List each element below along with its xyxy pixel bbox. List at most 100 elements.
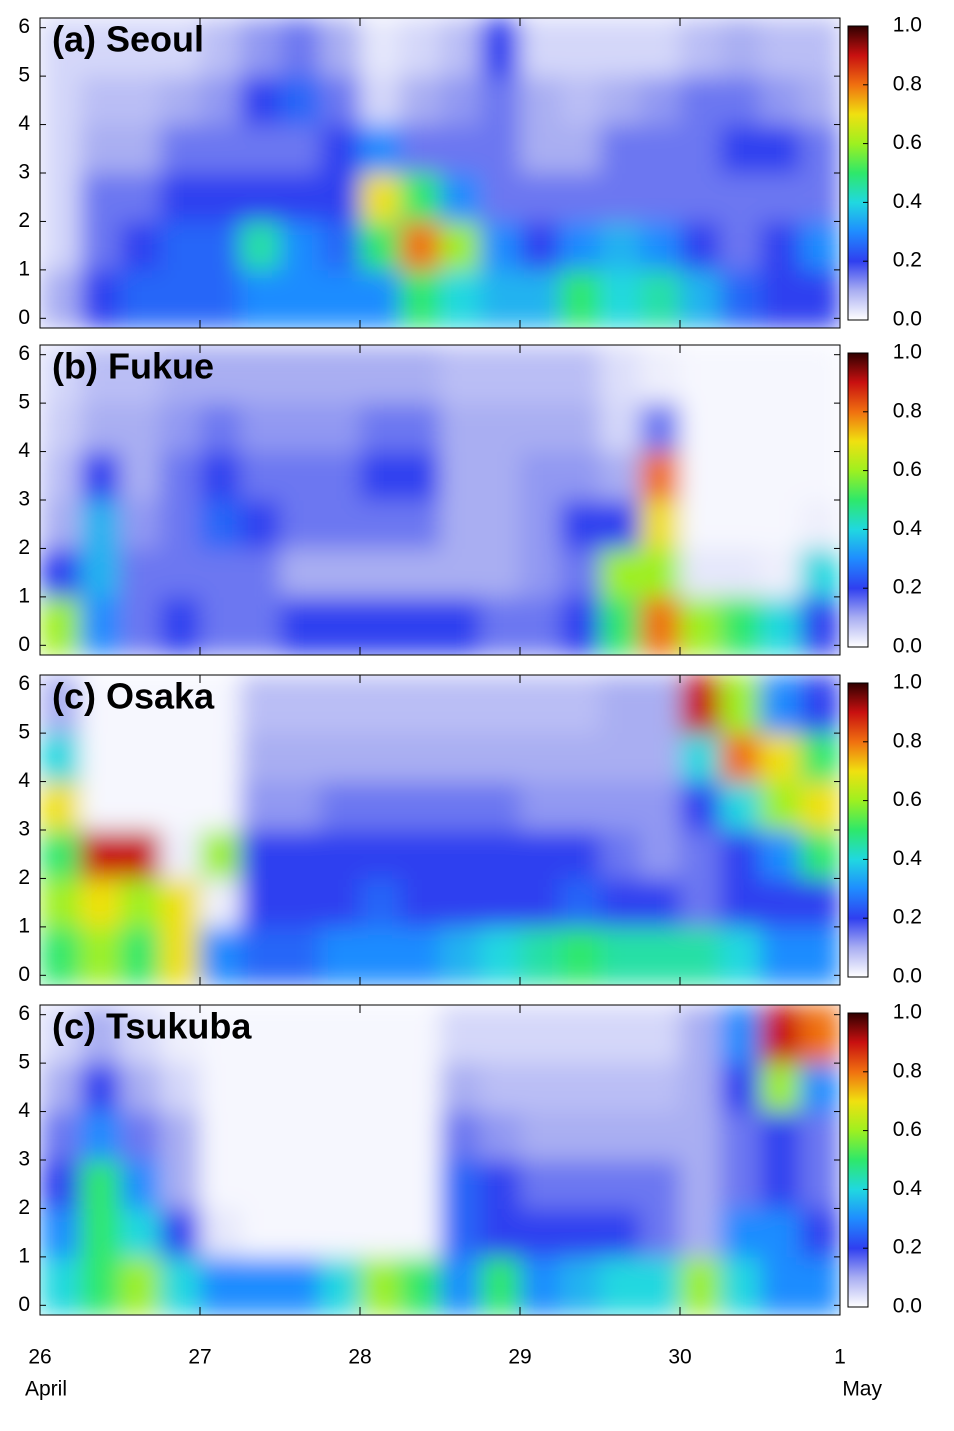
- cell: [760, 1208, 801, 1258]
- cell: [360, 1063, 401, 1113]
- colorbar-tick-label: 0.4: [893, 190, 923, 213]
- cell: [400, 345, 441, 404]
- cell: [200, 221, 241, 271]
- cell: [40, 76, 81, 126]
- cell: [800, 124, 840, 174]
- cell: [200, 451, 241, 501]
- cell: [360, 18, 401, 77]
- cell: [600, 124, 641, 174]
- cell: [40, 781, 81, 831]
- cell: [560, 926, 601, 985]
- cell: [320, 1111, 361, 1161]
- cell: [160, 830, 201, 879]
- cell: [640, 124, 681, 174]
- cell: [720, 1208, 761, 1258]
- heatmap-cells: [40, 1005, 840, 1315]
- cell: [360, 221, 401, 271]
- cell: [560, 1160, 601, 1209]
- cell: [800, 451, 840, 501]
- cell: [600, 18, 641, 77]
- cell: [600, 269, 641, 328]
- y-tick-label: 3: [18, 818, 30, 841]
- cell: [360, 733, 401, 783]
- cell: [280, 1005, 321, 1064]
- cell: [480, 548, 521, 598]
- cell: [40, 1256, 81, 1315]
- cell: [320, 18, 361, 77]
- cell: [560, 451, 601, 501]
- cell: [240, 500, 281, 549]
- cell: [280, 1256, 321, 1315]
- cell: [760, 1160, 801, 1209]
- y-tick-label: 2: [18, 866, 30, 889]
- cell: [200, 1063, 241, 1113]
- cell: [520, 269, 561, 328]
- cell: [40, 18, 81, 77]
- cell: [360, 830, 401, 879]
- y-tick-label: 2: [18, 209, 30, 232]
- cell: [160, 926, 201, 985]
- cell: [120, 548, 161, 598]
- cell: [760, 403, 801, 453]
- cell: [600, 1256, 641, 1315]
- cell: [120, 1256, 161, 1315]
- cell: [560, 1005, 601, 1064]
- cell: [720, 830, 761, 879]
- cell: [520, 1208, 561, 1258]
- cell: [240, 548, 281, 598]
- cell: [560, 596, 601, 655]
- cell: [120, 926, 161, 985]
- cell: [440, 500, 481, 549]
- cell: [120, 1208, 161, 1258]
- y-tick-label: 0: [18, 1293, 30, 1316]
- cell: [80, 878, 121, 928]
- cell: [120, 1160, 161, 1209]
- colorbar-tick-label: 0.2: [893, 576, 922, 599]
- cell: [240, 1256, 281, 1315]
- cell: [400, 451, 441, 501]
- cell: [480, 1111, 521, 1161]
- cell: [240, 1063, 281, 1113]
- cell: [640, 1005, 681, 1064]
- cell: [280, 878, 321, 928]
- cell: [80, 345, 121, 404]
- y-tick-label: 4: [18, 769, 30, 792]
- cell: [360, 500, 401, 549]
- cell: [480, 1160, 521, 1209]
- cell: [600, 451, 641, 501]
- y-tick-label: 4: [18, 112, 30, 135]
- cell: [440, 926, 481, 985]
- cell: [480, 675, 521, 734]
- cell: [720, 548, 761, 598]
- cell: [680, 269, 721, 328]
- cell: [760, 124, 801, 174]
- cell: [560, 500, 601, 549]
- panel-title: (c) Tsukuba: [52, 1006, 252, 1047]
- x-tick-label: 1: [834, 1346, 846, 1369]
- cell: [720, 403, 761, 453]
- cell: [80, 451, 121, 501]
- panel: 0 1 2 3 4 5 6 (b) Fukue 0.0 0.2 0.4 0.6 0.8 1.0: [18, 341, 922, 658]
- cell: [760, 173, 801, 222]
- cell: [280, 76, 321, 126]
- cell: [600, 596, 641, 655]
- panel: 0 1 2 3 4 5 6 (a) Seoul 0.0 0.2 0.4 0.6 0.8 1.0: [18, 14, 922, 331]
- cell: [560, 878, 601, 928]
- cell: [720, 675, 761, 734]
- y-tick-label: 5: [18, 1051, 30, 1074]
- cell: [400, 830, 441, 879]
- cell: [520, 733, 561, 783]
- colorbar-tick-label: 0.4: [893, 517, 923, 540]
- colorbar-tick-label: 0.2: [893, 906, 922, 929]
- cell: [440, 76, 481, 126]
- cell: [80, 596, 121, 655]
- cell: [800, 1256, 840, 1315]
- x-tick-label: 27: [188, 1346, 211, 1369]
- cell: [680, 733, 721, 783]
- y-tick-label: 6: [18, 15, 30, 38]
- colorbar: [847, 352, 869, 648]
- cell: [120, 878, 161, 928]
- cell: [400, 675, 441, 734]
- cell: [640, 1256, 681, 1315]
- cell: [80, 76, 121, 126]
